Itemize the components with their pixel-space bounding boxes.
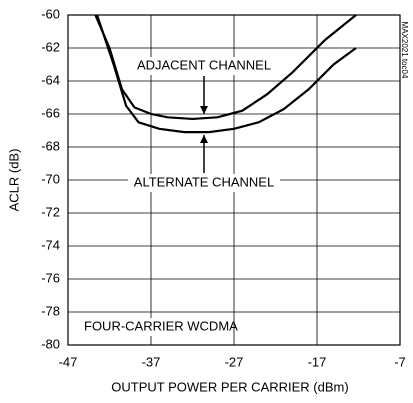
y-tick-label: -66	[41, 105, 60, 120]
y-tick-label: -76	[41, 270, 60, 285]
annotation-bg	[82, 318, 230, 336]
x-tick-label: -17	[308, 354, 327, 369]
arrow-head	[200, 106, 208, 114]
y-tick-label: -70	[41, 171, 60, 186]
y-tick-label: -72	[41, 204, 60, 219]
arrow-head	[200, 135, 208, 143]
x-tick-label: -7	[394, 354, 406, 369]
y-axis-title: ACLR (dB)	[6, 149, 21, 212]
x-tick-label: -37	[142, 354, 161, 369]
y-tick-label: -60	[41, 6, 60, 21]
x-axis-title: OUTPUT POWER PER CARRIER (dBm)	[111, 379, 348, 394]
series-label-bg	[128, 174, 280, 192]
y-tick-label: -68	[41, 138, 60, 153]
y-tick-label: -80	[41, 336, 60, 351]
series-label: ADJACENT CHANNEL	[137, 57, 271, 72]
y-tick-label: -62	[41, 39, 60, 54]
series-label-bg	[128, 57, 280, 75]
y-tick-label: -78	[41, 303, 60, 318]
y-tick-label: -64	[41, 72, 60, 87]
y-tick-label: -74	[41, 237, 60, 252]
x-tick-label: -47	[59, 354, 78, 369]
x-tick-label: -27	[225, 354, 244, 369]
series-label: ALTERNATE CHANNEL	[134, 174, 274, 189]
annotation: FOUR-CARRIER WCDMA	[84, 318, 238, 333]
line	[96, 14, 357, 134]
annotation: MAX2021 toc04	[400, 22, 409, 79]
plot-frame	[67, 14, 401, 346]
